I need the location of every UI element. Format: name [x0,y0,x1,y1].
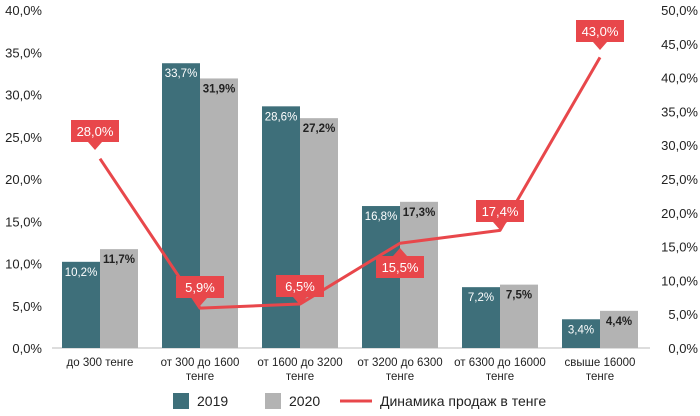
line-value-label: 17,4% [482,204,519,219]
line-value-label: 15,5% [382,260,419,275]
bar-value-label: 7,5% [506,290,532,302]
bar-value-label: 17,3% [403,207,436,219]
right-y-tick-label: 20,0% [661,206,698,221]
line-value-callout [176,276,224,306]
bar-value-label: 7,2% [468,292,494,304]
right-y-tick-label: 5,0% [668,307,698,322]
bar-value-label: 33,7% [165,68,198,80]
right-y-tick-label: 25,0% [661,172,698,187]
left-y-tick-label: 25,0% [5,130,42,145]
left-y-tick-label: 35,0% [5,45,42,60]
bar-2020 [500,284,538,348]
category-label: от 6300 до 16000 [454,357,546,369]
right-y-tick-label: 30,0% [661,138,698,153]
bar-series: 10,2% 33,7% 28,6% 16,8% 7,2% 3,4% 11,7% 31,9% 27… [52,63,650,349]
category-label: тенге [486,371,514,383]
bar-value-label: 4,4% [606,316,632,328]
bar-2020 [200,78,238,348]
category-label: до 300 тенге [67,357,134,369]
line-series: 28,0% 5,9% 6,5% 15,5% 17,4% 43,0% [71,20,624,310]
right-y-tick-label: 0,0% [668,341,698,356]
bar-value-label: 16,8% [365,211,398,223]
right-y-tick-label: 10,0% [661,273,698,288]
right-y-tick-label: 45,0% [661,37,698,52]
left-y-tick-label: 40,0% [5,3,42,18]
left-y-axis: 0,0% 5,0% 10,0% 15,0% 20,0% 25,0% 30,0% 35,0% 40… [5,3,42,356]
line-value-callout [476,200,524,230]
category-label: тенге [586,371,614,383]
left-y-tick-label: 20,0% [5,172,42,187]
bar-value-label: 27,2% [303,123,336,135]
legend-label-2019: 2019 [197,393,228,409]
legend: 2019 2020 Динамика продаж в тенге [173,393,546,409]
right-y-tick-label: 50,0% [661,3,698,18]
left-y-tick-label: 30,0% [5,88,42,103]
left-y-tick-label: 5,0% [12,299,42,314]
left-y-tick-label: 10,0% [5,257,42,272]
left-y-tick-label: 0,0% [12,341,42,356]
bar-value-label: 10,2% [65,267,98,279]
category-label: от 300 до 1600 [161,357,240,369]
category-label: тенге [386,371,414,383]
legend-label-line: Динамика продаж в тенге [380,393,546,409]
category-label: тенге [186,371,214,383]
line-value-callout [276,275,324,305]
category-label: от 3200 до 6300 [357,357,442,369]
line-value-callout [576,20,624,50]
bar-2019 [162,63,200,349]
bar-2019 [62,261,100,348]
category-label: свыше 16000 [565,357,636,369]
bar-2020 [600,310,638,348]
legend-label-2020: 2020 [289,393,320,409]
x-axis-categories: до 300 тенге от 300 до 1600 тенге от 1600 д… [67,357,636,383]
legend-swatch-2019 [173,393,189,409]
right-y-tick-label: 35,0% [661,104,698,119]
left-y-tick-label: 15,0% [5,214,42,229]
line-value-label: 5,9% [185,280,215,295]
line-value-label: 6,5% [285,279,315,294]
line-value-label: 28,0% [77,124,114,139]
right-y-axis: 0,0% 5,0% 10,0% 15,0% 20,0% 25,0% 30,0% 35,0% 40… [661,3,698,356]
bar-value-label: 3,4% [568,324,594,336]
category-label: от 1600 до 3200 [257,357,342,369]
line-value-label: 43,0% [582,24,619,39]
right-y-tick-label: 15,0% [661,240,698,255]
line-value-callout [71,120,119,150]
bar-2020 [300,118,338,348]
bar-2019 [462,287,500,348]
bar-value-label: 31,9% [203,83,236,95]
bar-2019 [262,106,300,348]
right-y-tick-label: 40,0% [661,71,698,86]
bar-value-label: 28,6% [265,111,298,123]
bar-2020 [100,249,138,348]
line-value-callout [376,248,424,278]
bar-value-label: 11,7% [103,254,135,266]
category-label: тенге [286,371,314,383]
legend-swatch-2020 [265,393,281,409]
bar-2019 [562,319,600,348]
